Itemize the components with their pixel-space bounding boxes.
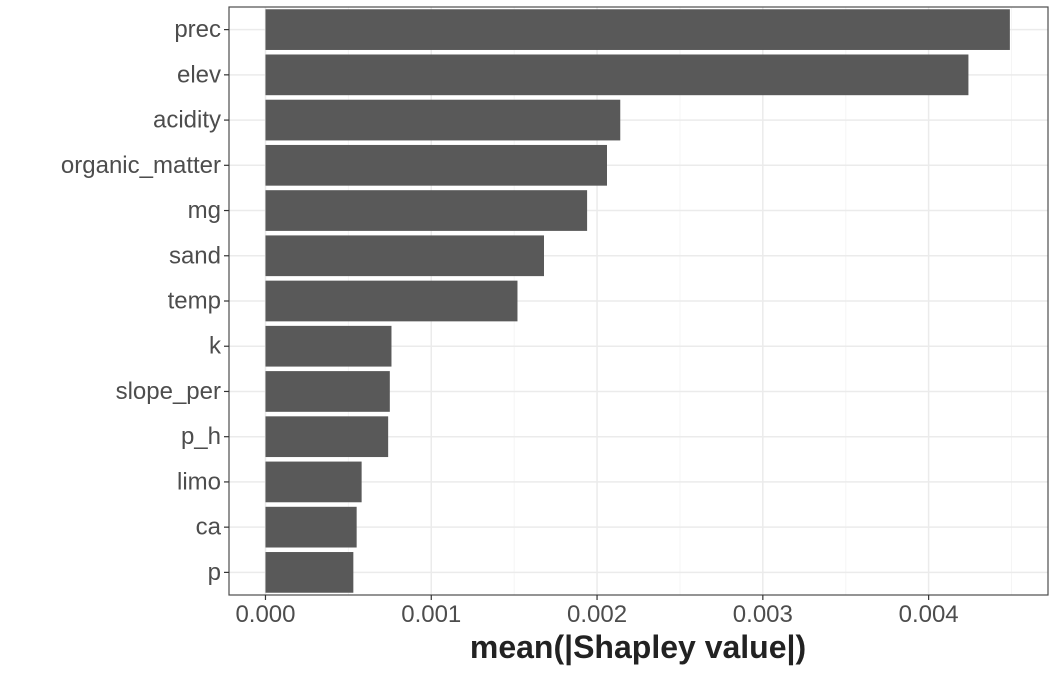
- bar-ca: [265, 506, 357, 548]
- y-tick-label: organic_matter: [61, 152, 221, 179]
- bar-k: [265, 325, 392, 367]
- x-tick-label: 0.003: [733, 601, 793, 628]
- bar-temp: [265, 280, 518, 322]
- y-tick-label: acidity: [153, 107, 221, 134]
- x-tick-label: 0.002: [567, 601, 627, 628]
- bar-elev: [265, 54, 969, 96]
- y-tick-label: prec: [174, 16, 221, 43]
- bar-prec: [265, 9, 1010, 50]
- bar-mg: [265, 190, 588, 231]
- bar-sand: [265, 235, 544, 277]
- x-axis-title: mean(|Shapley value|): [470, 629, 806, 665]
- y-tick-label: sand: [169, 242, 221, 269]
- x-tick-label: 0.004: [899, 601, 959, 628]
- bar-limo: [265, 461, 362, 503]
- y-tick-label: slope_per: [116, 378, 221, 405]
- x-tick-label: 0.001: [401, 601, 461, 628]
- y-tick-label: k: [209, 333, 222, 360]
- bar-p: [265, 552, 354, 593]
- bars-layer: [265, 9, 1010, 593]
- bar-organic_matter: [265, 144, 607, 186]
- bar-acidity: [265, 99, 621, 141]
- y-tick-label: temp: [168, 288, 221, 315]
- y-tick-label: ca: [196, 514, 222, 541]
- y-tick-label: limo: [177, 468, 221, 495]
- y-tick-label: p: [208, 559, 221, 586]
- bar-p_h: [265, 416, 389, 458]
- y-tick-label: p_h: [181, 423, 221, 450]
- bar-slope_per: [265, 371, 390, 412]
- x-tick-label: 0.000: [235, 601, 295, 628]
- y-tick-label: mg: [188, 197, 221, 224]
- y-tick-label: elev: [177, 61, 221, 88]
